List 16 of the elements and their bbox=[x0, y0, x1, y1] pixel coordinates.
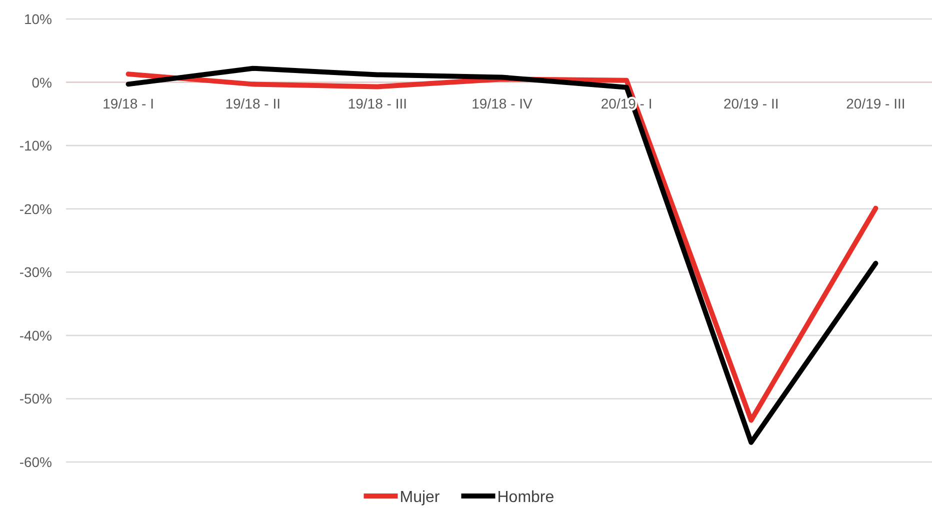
y-tick-label: -10% bbox=[19, 138, 52, 154]
y-tick-label: 10% bbox=[24, 11, 52, 27]
y-tick-label: -30% bbox=[19, 264, 52, 280]
y-tick-label: 0% bbox=[32, 74, 52, 90]
x-tick-label: 20/19 - III bbox=[846, 95, 906, 112]
legend-label: Mujer bbox=[400, 489, 440, 506]
x-tick-label: 19/18 - III bbox=[348, 95, 408, 112]
y-tick-label: -40% bbox=[19, 327, 52, 344]
x-tick-label: 19/18 - I bbox=[102, 95, 154, 112]
y-tick-label: -20% bbox=[19, 200, 52, 217]
x-tick-label: 19/18 - II bbox=[225, 95, 280, 112]
y-tick-label: -60% bbox=[19, 454, 52, 470]
legend-label: Hombre bbox=[497, 489, 554, 506]
x-tick-label: 19/18 - IV bbox=[472, 95, 534, 112]
y-tick-label: -50% bbox=[19, 390, 52, 407]
x-tick-label: 20/19 - II bbox=[724, 95, 779, 112]
